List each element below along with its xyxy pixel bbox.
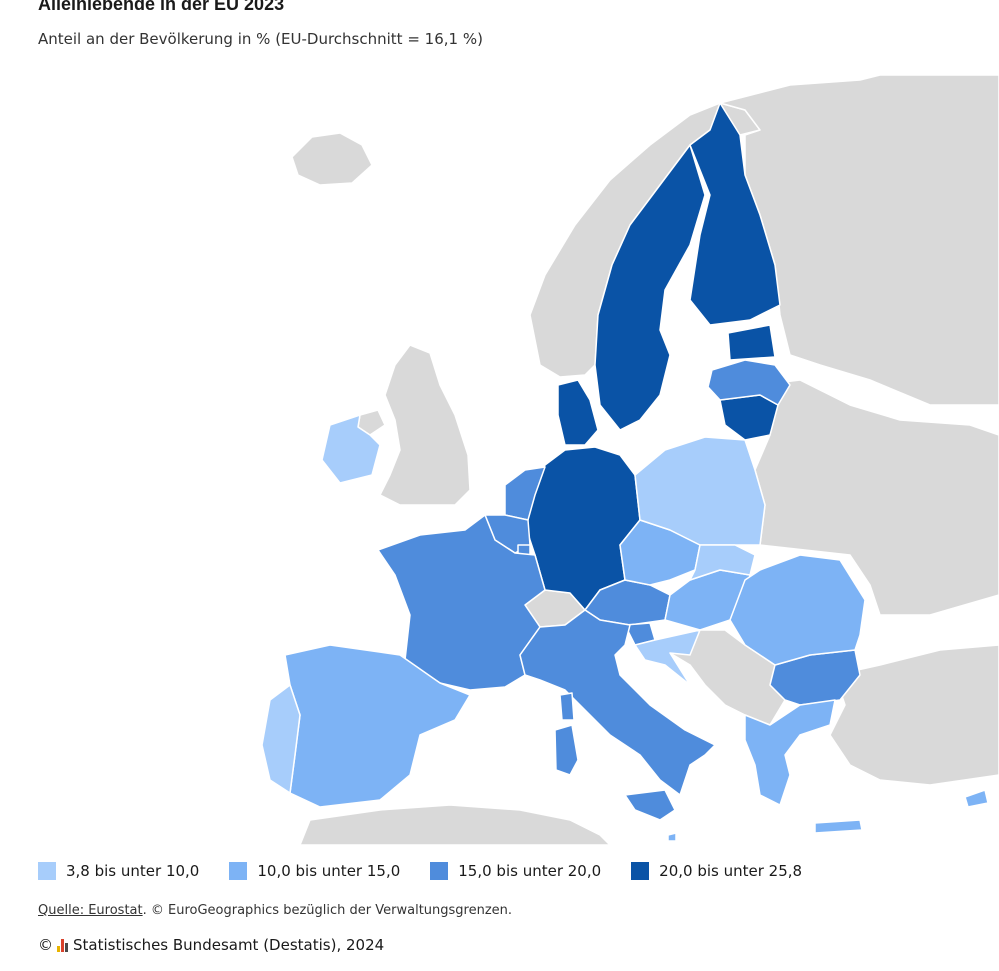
legend-label: 20,0 bis unter 25,8 (659, 862, 803, 880)
region-turkey (829, 644, 999, 786)
region-russia-north (719, 75, 999, 406)
region-slovakia (689, 544, 756, 581)
legend: 3,8 bis unter 10,0 10,0 bis unter 15,0 1… (38, 862, 832, 880)
region-finland (689, 102, 781, 326)
region-north-africa (299, 804, 611, 845)
region-denmark (557, 379, 599, 446)
region-estonia (727, 324, 776, 361)
region-sicily (624, 789, 676, 821)
region-ireland (321, 414, 381, 484)
source-text: . © EuroGeographics bezüglich der Verwal… (142, 903, 513, 918)
region-cyprus (964, 789, 989, 808)
source-link[interactable]: Quelle: Eurostat (38, 903, 143, 918)
region-sardinia (554, 724, 579, 776)
region-romania (729, 554, 866, 666)
map-title: Alleinlebende in der EU 2023 (38, 0, 285, 14)
legend-swatch (430, 862, 449, 880)
region-greece (744, 699, 836, 806)
region-italy (519, 609, 716, 796)
region-portugal (261, 684, 301, 794)
region-corsica (559, 692, 575, 721)
region-crete (814, 819, 863, 834)
region-poland (634, 436, 766, 546)
eu-map (261, 75, 999, 845)
region-latvia (707, 359, 791, 406)
copyright: © Statistisches Bundesamt (Destatis), 20… (38, 936, 384, 954)
region-sweden (594, 144, 706, 431)
legend-swatch (229, 862, 248, 880)
legend-label: 15,0 bis unter 20,0 (458, 862, 602, 880)
copyright-symbol: © (38, 936, 53, 954)
region-uk (379, 344, 471, 506)
map-subtitle: Anteil an der Bevölkerung in % (EU-Durch… (38, 30, 483, 48)
legend-swatch (631, 862, 650, 880)
region-lithuania (719, 394, 779, 441)
region-malta (667, 832, 677, 842)
legend-item: 20,0 bis unter 25,8 (631, 862, 802, 880)
legend-swatch (38, 862, 56, 880)
destatis-logo-icon (57, 938, 69, 952)
legend-item: 3,8 bis unter 10,0 (38, 862, 199, 880)
copyright-text: Statistisches Bundesamt (Destatis), 2024 (73, 936, 385, 954)
legend-label: 10,0 bis unter 15,0 (257, 862, 401, 880)
legend-item: 15,0 bis unter 20,0 (430, 862, 601, 880)
source-note: Quelle: Eurostat. © EuroGeographics bezü… (38, 903, 512, 918)
legend-item: 10,0 bis unter 15,0 (229, 862, 400, 880)
region-iceland (291, 132, 373, 186)
legend-label: 3,8 bis unter 10,0 (66, 862, 200, 880)
region-croatia (634, 629, 701, 686)
